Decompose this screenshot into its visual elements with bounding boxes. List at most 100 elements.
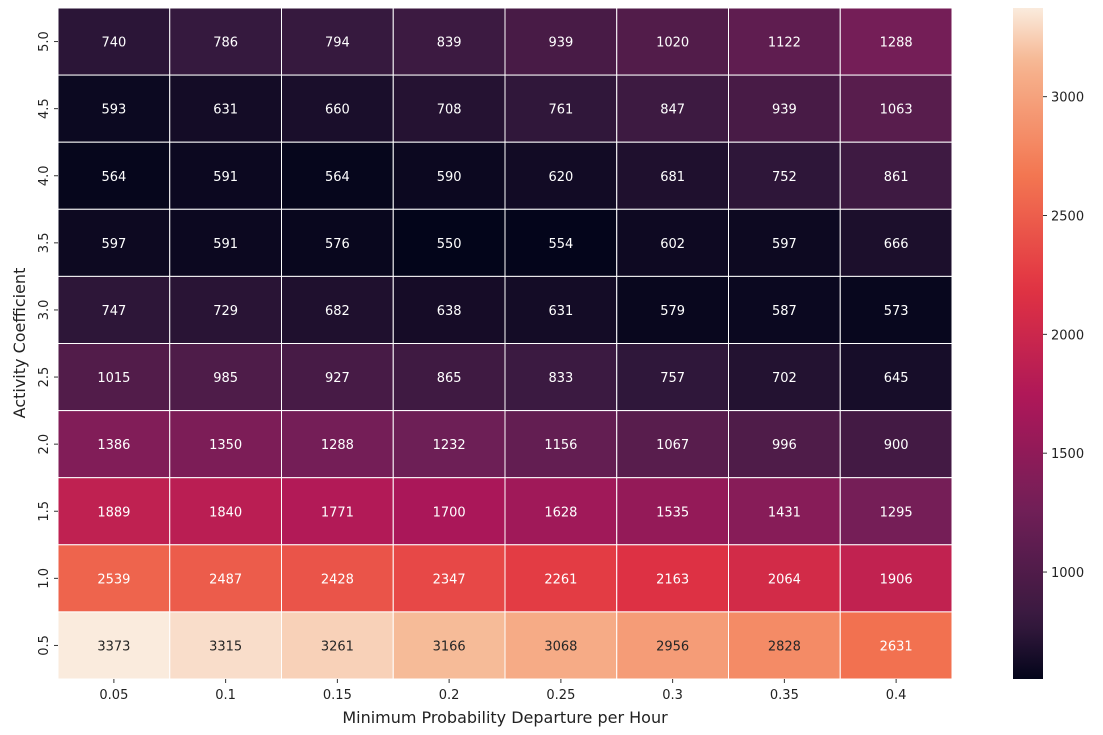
cell-value-label: 597 (101, 237, 126, 252)
cell-value-label: 2347 (433, 572, 466, 587)
heatmap-cell (839, 275, 953, 344)
cell-value-label: 681 (660, 170, 685, 185)
heatmap-cell (392, 544, 506, 613)
heatmap-cell (392, 275, 506, 344)
cell-value-label: 2261 (544, 572, 577, 587)
cell-value-label: 1431 (768, 505, 801, 520)
heatmap-cell (728, 611, 841, 680)
cell-value-label: 847 (660, 103, 685, 118)
heatmap-cell (281, 410, 394, 479)
x-tick-label: 0.15 (323, 688, 352, 703)
cell-value-label: 1067 (656, 438, 689, 453)
cell-value-label: 2828 (768, 639, 801, 654)
colorbar-tick-label: 1500 (1051, 447, 1084, 462)
y-tick-label: 3.5 (37, 233, 52, 254)
cell-value-label: 1906 (880, 572, 913, 587)
cell-value-label: 708 (437, 103, 462, 118)
cell-value-label: 645 (884, 371, 909, 386)
cell-value-label: 3068 (544, 639, 577, 654)
heatmap-cell (504, 141, 618, 210)
heatmap-cell (392, 141, 506, 210)
heatmap-cell (728, 141, 841, 210)
heatmap-cell (839, 7, 953, 76)
cell-value-label: 591 (213, 170, 238, 185)
heatmap-cell (504, 410, 618, 479)
heatmap-cell (616, 611, 729, 680)
cell-value-label: 554 (548, 237, 573, 252)
cell-value-label: 1020 (656, 36, 689, 51)
cell-value-label: 1063 (880, 103, 913, 118)
heatmap-cell (839, 544, 953, 613)
heatmap-cell (616, 7, 729, 76)
x-tick-label: 0.2 (439, 688, 460, 703)
heatmap-cell (57, 141, 171, 210)
heatmap-cell (504, 74, 618, 143)
cell-value-label: 939 (772, 103, 797, 118)
heatmap-cell (169, 544, 282, 613)
cell-value-label: 564 (325, 170, 350, 185)
heatmap-cell (839, 477, 953, 546)
heatmap-cell (839, 343, 953, 412)
cell-value-label: 587 (772, 304, 797, 319)
heatmap-cell (728, 410, 841, 479)
cell-value-label: 550 (437, 237, 462, 252)
cell-value-label: 1840 (209, 505, 242, 520)
heatmap-cell (169, 410, 282, 479)
cell-value-label: 590 (437, 170, 462, 185)
y-tick-label: 5.0 (37, 31, 52, 52)
heatmap-cell (392, 7, 506, 76)
heatmap-cell (169, 343, 282, 412)
heatmap-cell (616, 275, 729, 344)
y-tick-label: 2.5 (37, 367, 52, 388)
cell-value-label: 564 (101, 170, 126, 185)
cell-value-label: 1628 (544, 505, 577, 520)
heatmap-cell (169, 74, 282, 143)
heatmap-cell (839, 74, 953, 143)
cell-value-label: 752 (772, 170, 797, 185)
heatmap-cell (616, 410, 729, 479)
cell-value-label: 3315 (209, 639, 242, 654)
heatmap-cell (392, 74, 506, 143)
heatmap-cell (616, 544, 729, 613)
heatmap-cell (169, 611, 282, 680)
heatmap-cell (839, 141, 953, 210)
heatmap-cell (169, 141, 282, 210)
cell-value-label: 631 (548, 304, 573, 319)
x-tick-label: 0.25 (546, 688, 575, 703)
cell-value-label: 1295 (880, 505, 913, 520)
cell-value-label: 602 (660, 237, 685, 252)
cell-value-label: 1386 (97, 438, 130, 453)
heatmap-cell (504, 477, 618, 546)
cell-value-label: 985 (213, 371, 238, 386)
cell-value-label: 2064 (768, 572, 801, 587)
y-tick-label: 3.0 (37, 300, 52, 321)
heatmap-cell (281, 7, 394, 76)
cell-value-label: 1350 (209, 438, 242, 453)
cell-value-label: 576 (325, 237, 350, 252)
cell-value-label: 660 (325, 103, 350, 118)
cell-value-label: 794 (325, 36, 350, 51)
y-axis-label: Activity Coefficient (10, 268, 29, 419)
cell-value-label: 833 (548, 371, 573, 386)
cell-value-label: 2956 (656, 639, 689, 654)
cell-value-label: 2631 (880, 639, 913, 654)
cell-value-label: 861 (884, 170, 909, 185)
cell-value-label: 2163 (656, 572, 689, 587)
colorbar-tick-label: 2000 (1051, 328, 1084, 343)
cell-value-label: 996 (772, 438, 797, 453)
cell-value-label: 786 (213, 36, 238, 51)
heatmap-cell (57, 611, 171, 680)
cell-value-label: 2539 (97, 572, 130, 587)
heatmap-cell (281, 275, 394, 344)
cell-value-label: 573 (884, 304, 909, 319)
cell-value-label: 729 (213, 304, 238, 319)
heatmap-cell (281, 141, 394, 210)
heatmap-cell (616, 74, 729, 143)
heatmap-cell (504, 611, 618, 680)
heatmap-cell (616, 141, 729, 210)
cell-value-label: 620 (548, 170, 573, 185)
cell-value-label: 1232 (433, 438, 466, 453)
cell-value-label: 2487 (209, 572, 242, 587)
cell-value-label: 3373 (97, 639, 130, 654)
cell-value-label: 3166 (433, 639, 466, 654)
